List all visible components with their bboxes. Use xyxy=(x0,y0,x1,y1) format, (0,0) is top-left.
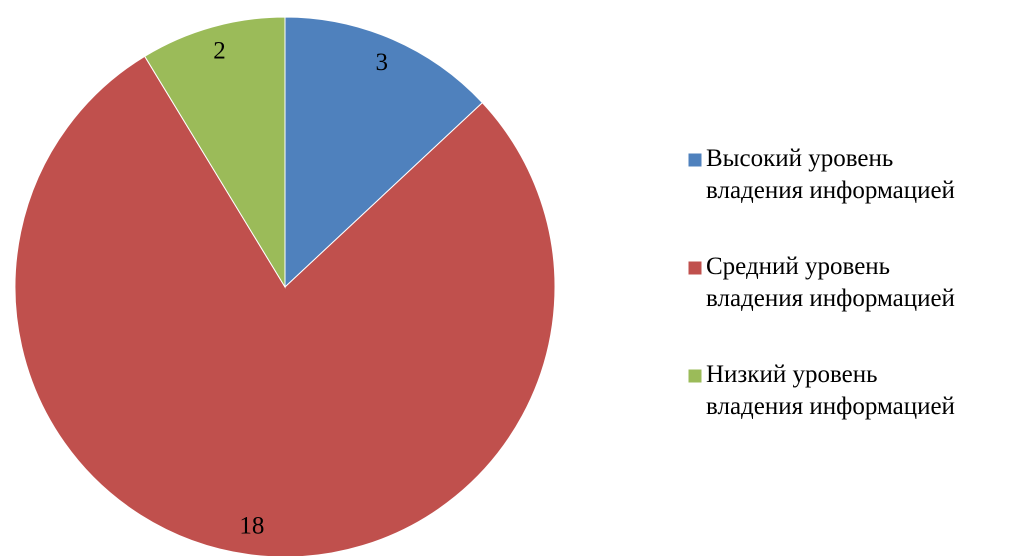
legend-swatch xyxy=(687,368,703,384)
legend-label: Средний уровень владения информацией xyxy=(706,253,955,312)
data-label: 2 xyxy=(213,38,226,65)
data-label: 18 xyxy=(239,512,264,539)
legend-label: Низкий уровень владения информацией xyxy=(706,361,955,420)
legend-swatch xyxy=(687,260,703,276)
legend-swatch xyxy=(687,152,703,168)
data-label: 3 xyxy=(376,49,389,76)
pie-slice xyxy=(284,16,484,289)
pie-slice xyxy=(14,55,556,556)
legend-label: Высокий уровень владения информацией xyxy=(706,145,955,204)
pie-slice xyxy=(144,16,286,289)
